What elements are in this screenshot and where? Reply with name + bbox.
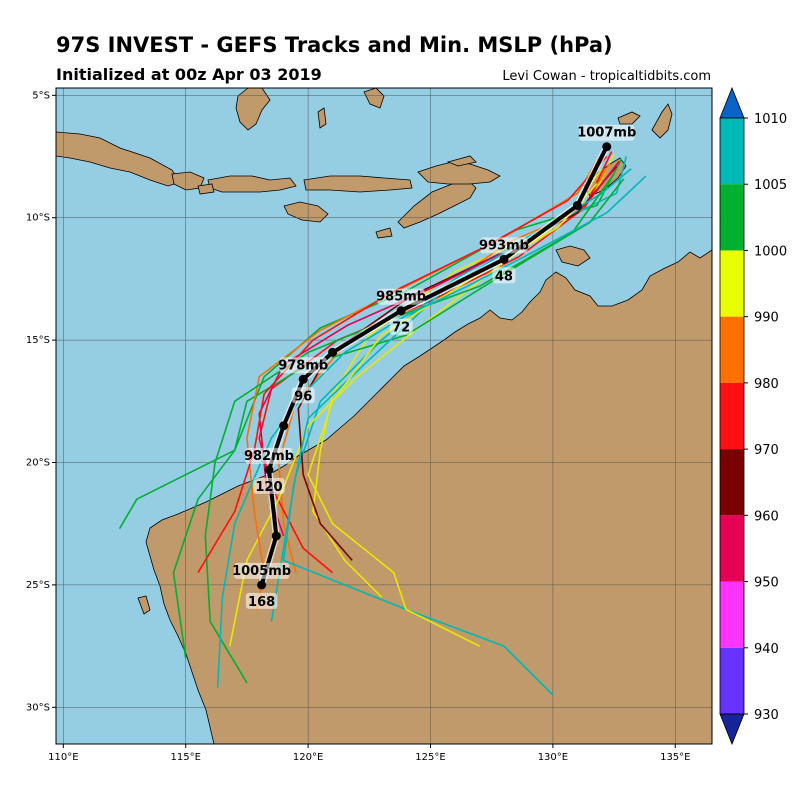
colorbar-segment — [720, 515, 744, 582]
mean-track-point — [298, 374, 308, 384]
pressure-label: 1005mb — [232, 564, 291, 579]
colorbar-segment — [720, 250, 744, 317]
pressure-label-bg — [279, 357, 327, 374]
hour-label-bg — [291, 387, 315, 404]
mean-track-labels: 1007mb 993mb 48 985mb 72 978mb 96 982mb 120 1005m… — [232, 124, 636, 610]
colorbar-tick-label: 1005 — [754, 178, 787, 193]
colorbar-segment — [720, 382, 744, 450]
australia-landmass — [145, 249, 712, 744]
colorbar-tick-label: 980 — [754, 377, 779, 392]
hour-label-bg — [253, 477, 285, 494]
colorbar-top-arrow — [719, 86, 745, 119]
island-flores — [207, 175, 297, 193]
init-time: Initialized at 00z Apr 03 2019 — [56, 65, 322, 84]
lon-tick-label: 120°E — [293, 752, 323, 763]
mean-track-point — [279, 421, 289, 431]
island-seram — [363, 88, 385, 109]
colorbar-segment — [720, 647, 744, 714]
hour-label-bg — [389, 318, 413, 335]
lat-tick-label: 25°S — [26, 580, 50, 591]
colorbar-tick-label: 930 — [754, 708, 779, 723]
colorbar-tick-label: 970 — [754, 443, 779, 458]
map-axes: 110°E 115°E 120°E 125°E 130°E 135°E 5°S 10°S 15°… — [26, 90, 691, 763]
colorbar-frame — [719, 117, 745, 715]
chart-title: 97S INVEST - GEFS Tracks and Min. MSLP (… — [56, 33, 613, 57]
member-track — [118, 178, 625, 530]
lon-tick-label: 110°E — [48, 752, 78, 763]
island-new-guinea-tip — [651, 103, 673, 139]
island-buton — [317, 107, 327, 129]
colorbar-tick-label: 940 — [754, 642, 779, 657]
island-dirk-hartog — [137, 595, 151, 615]
pressure-label-bg — [377, 288, 425, 305]
colorbar-segment — [720, 581, 744, 648]
lon-tick-label: 125°E — [415, 752, 445, 763]
lat-tick-label: 10°S — [26, 213, 50, 224]
credit-text: Levi Cowan - tropicaltidbits.com — [502, 69, 711, 84]
hour-label: 72 — [392, 321, 410, 336]
pressure-label: 993mb — [479, 238, 529, 253]
lat-tick-label: 5°S — [32, 90, 50, 101]
island-sulawesi-south — [235, 88, 271, 131]
hour-label: 48 — [495, 269, 513, 284]
land-layer — [56, 88, 712, 744]
member-track — [197, 155, 608, 574]
colorbar-tick-label: 1000 — [754, 244, 787, 259]
colorbar-tick-label: 950 — [754, 576, 779, 591]
mean-track-point — [499, 254, 509, 264]
hour-label-bg — [245, 592, 278, 609]
pressure-label-bg — [234, 562, 290, 579]
mean-track-point — [602, 142, 612, 152]
map-frame — [55, 87, 713, 745]
lon-tick-label: 115°E — [171, 752, 201, 763]
lon-tick-label: 130°E — [538, 752, 568, 763]
pressure-label-bg — [579, 124, 635, 141]
mean-track-point — [572, 200, 582, 210]
pressure-label: 982mb — [244, 449, 294, 464]
lat-lon-grid — [56, 88, 712, 744]
island-sumba — [283, 201, 329, 223]
colorbar-tick-label: 990 — [754, 311, 779, 326]
mean-track-point — [396, 306, 406, 316]
pressure-label: 978mb — [278, 358, 328, 373]
island-wetar — [417, 161, 501, 185]
hour-label: 96 — [294, 389, 312, 404]
colorbar-segment — [720, 184, 744, 251]
lon-tick-label: 135°E — [660, 752, 690, 763]
pressure-label-bg — [245, 447, 293, 464]
hour-label-bg — [492, 267, 516, 284]
pressure-label-bg — [480, 237, 528, 254]
pressure-colorbar: 1010 1005 1000 990 980 970 960 950 940 930 — [719, 86, 787, 746]
island-alor — [303, 175, 413, 193]
mean-track-point — [271, 531, 281, 541]
island-aru — [617, 111, 641, 125]
colorbar-segment — [720, 118, 744, 185]
mean-track-point — [264, 465, 274, 475]
island-sumbawa — [56, 131, 181, 187]
pressure-label: 1007mb — [577, 126, 636, 141]
lat-tick-label: 20°S — [26, 458, 50, 469]
mean-track-point — [328, 347, 338, 357]
lat-tick-label: 30°S — [26, 702, 50, 713]
island-timor — [397, 179, 477, 229]
island-small-1 — [446, 155, 477, 167]
member-track — [204, 173, 615, 684]
colorbar-segment — [720, 316, 744, 383]
lat-tick-label: 15°S — [26, 335, 50, 346]
island-small-2 — [375, 227, 393, 239]
pressure-label: 985mb — [376, 290, 426, 305]
colorbar-segment — [720, 449, 744, 516]
mean-track-point — [257, 580, 267, 590]
hour-label: 120 — [255, 480, 282, 495]
member-track — [216, 175, 647, 688]
colorbar-tick-label: 1010 — [754, 112, 787, 127]
island-small-3 — [197, 183, 215, 195]
colorbar-bottom-arrow — [719, 713, 745, 746]
colorbar-tick-label: 960 — [754, 509, 779, 524]
hour-label: 168 — [248, 595, 275, 610]
island-melville — [555, 245, 591, 267]
